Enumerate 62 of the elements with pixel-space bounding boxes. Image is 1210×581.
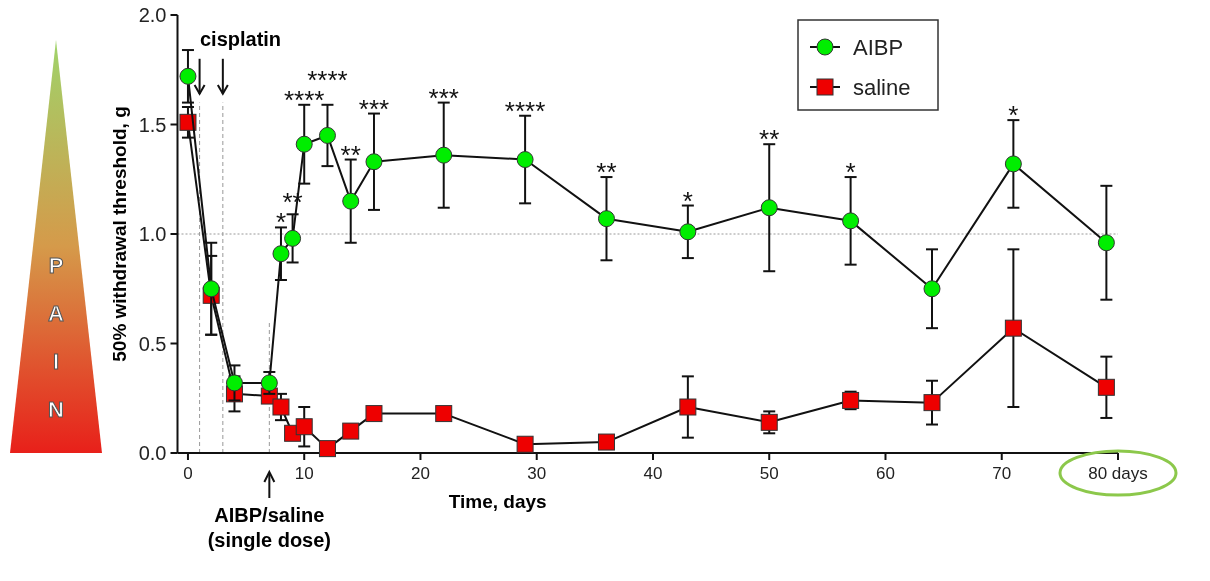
point — [272, 398, 290, 416]
point — [284, 229, 302, 247]
point — [842, 212, 860, 230]
point — [597, 210, 615, 228]
point — [365, 153, 383, 171]
point — [760, 413, 778, 431]
text: PAIN — [48, 253, 65, 422]
y-tick-label: 1.5 — [138, 113, 167, 136]
point — [435, 405, 453, 423]
point — [1004, 319, 1022, 337]
legend-label: AIBP — [853, 35, 904, 60]
data-label: ** — [340, 139, 361, 170]
point — [435, 146, 453, 164]
data-label: **** — [504, 95, 546, 126]
x-tick-label: 80 days — [1088, 464, 1148, 483]
point — [679, 398, 697, 416]
point — [923, 280, 941, 298]
annotation: cisplatin — [199, 27, 282, 50]
point — [225, 374, 243, 392]
y-axis-title: 50% withdrawal threshold, g — [109, 106, 130, 362]
point — [1097, 378, 1115, 396]
data-label: * — [1008, 100, 1019, 131]
y-tick-label: 0.0 — [138, 442, 167, 464]
point — [295, 135, 313, 153]
text: AIBP/saline (single dose) — [207, 504, 332, 551]
point — [179, 67, 197, 85]
x-axis-title: Time, days — [448, 491, 547, 512]
x-tick-label: 10 — [294, 464, 314, 483]
data-label: *** — [358, 93, 390, 124]
x-tick-label: 0 — [183, 464, 193, 483]
data-label: ** — [759, 124, 780, 155]
point — [272, 245, 290, 263]
point — [202, 280, 220, 298]
point — [760, 199, 778, 217]
data-label: * — [845, 157, 856, 188]
x-tick-label: 70 — [992, 464, 1012, 483]
data-label: ** — [596, 157, 617, 188]
y-tick-label: 0.5 — [138, 332, 167, 355]
x-tick-label: 60 — [876, 464, 895, 483]
x-tick-label: 50 — [759, 464, 779, 483]
point — [318, 126, 336, 144]
point — [516, 151, 534, 169]
point — [923, 394, 941, 412]
x-tick-label: 40 — [643, 464, 663, 483]
point — [597, 433, 615, 451]
y-tick-label: 1.0 — [138, 223, 167, 245]
data-label: *** — [428, 82, 459, 113]
point — [342, 192, 360, 210]
point — [295, 418, 313, 436]
data-label: * — [275, 207, 287, 238]
data-label: * — [682, 185, 693, 216]
point — [1004, 155, 1022, 173]
y-tick-label: 2.0 — [138, 4, 167, 26]
point — [679, 223, 697, 241]
point — [342, 422, 360, 440]
x-tick-label: 30 — [527, 464, 547, 483]
point — [516, 435, 534, 453]
x-tick-label: 20 — [411, 464, 430, 483]
point — [365, 405, 383, 423]
legend-label: saline — [853, 75, 911, 100]
point — [318, 440, 336, 458]
point — [1097, 234, 1115, 252]
